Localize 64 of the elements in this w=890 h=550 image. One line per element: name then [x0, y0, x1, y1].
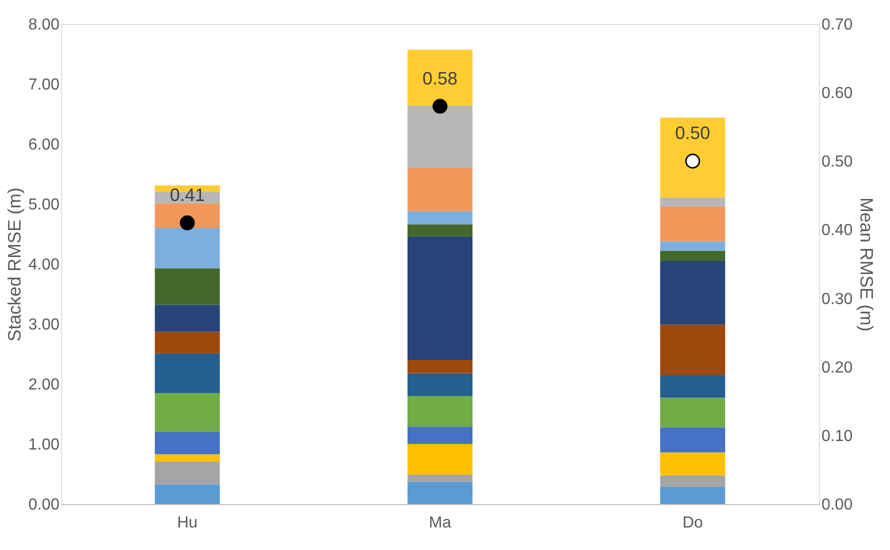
bar	[408, 396, 472, 427]
bar	[154, 304, 220, 332]
point	[432, 98, 448, 114]
bar	[408, 444, 472, 475]
bar	[408, 474, 472, 482]
y-tick-label: 2.00	[28, 376, 60, 394]
bar	[660, 475, 726, 487]
y2-tick-label: 0.30	[822, 290, 853, 308]
bar	[408, 373, 472, 396]
bar	[408, 360, 472, 374]
y-tick-label: 8.00	[28, 16, 60, 34]
bar	[154, 393, 220, 432]
x-tick-label: Hu	[177, 514, 198, 532]
y-tick-label: 3.00	[28, 316, 60, 334]
bar	[660, 398, 726, 428]
bar	[408, 50, 472, 106]
bar	[660, 197, 726, 206]
bar	[154, 353, 220, 393]
y-axis-title: Stacked RMSE (m)	[4, 187, 24, 342]
bar	[408, 236, 472, 360]
bar	[660, 206, 726, 242]
bar	[660, 375, 726, 398]
y2-tick-label: 0.50	[822, 154, 853, 171]
y-tick-label: 4.00	[28, 256, 60, 274]
y2-tick-label: 0.00	[822, 496, 853, 514]
y2-tick-label: 0.20	[822, 359, 853, 376]
y-tick-label: 7.00	[28, 76, 60, 94]
x-tick-label: Do	[682, 514, 703, 532]
bar	[408, 426, 472, 444]
y-tick-label: 6.00	[28, 136, 60, 154]
bar	[408, 168, 472, 212]
y-tick-label: 5.00	[28, 196, 60, 214]
bar	[408, 482, 472, 504]
point	[685, 154, 700, 169]
y-tick-label: 1.00	[28, 436, 60, 454]
bar	[154, 268, 220, 305]
point	[180, 215, 195, 230]
bar	[154, 332, 220, 354]
y2-axis-title: Mean RMSE (m)	[856, 197, 877, 332]
y2-tick-label: 0.60	[822, 85, 853, 102]
bar	[660, 261, 726, 325]
bar	[408, 224, 472, 236]
bar	[660, 241, 726, 251]
bar	[660, 486, 726, 504]
data-label: 0.50	[675, 123, 710, 144]
bar	[408, 211, 472, 224]
y2-tick-label: 0.70	[822, 16, 853, 34]
bar	[660, 452, 726, 476]
bar	[154, 461, 220, 484]
bar	[660, 250, 726, 261]
bar	[408, 106, 472, 168]
bar	[154, 454, 220, 462]
data-label: 0.58	[422, 68, 458, 88]
bar	[154, 228, 220, 268]
bar	[660, 324, 726, 375]
x-tick-label: Ma	[428, 514, 452, 532]
bar	[154, 484, 220, 504]
bar	[660, 118, 726, 198]
bar	[154, 432, 220, 454]
y-tick-label: 0.00	[28, 496, 60, 514]
bar	[154, 203, 220, 228]
y2-tick-label: 0.10	[822, 428, 853, 445]
y2-tick-label: 0.40	[822, 222, 853, 240]
bar	[660, 427, 726, 452]
